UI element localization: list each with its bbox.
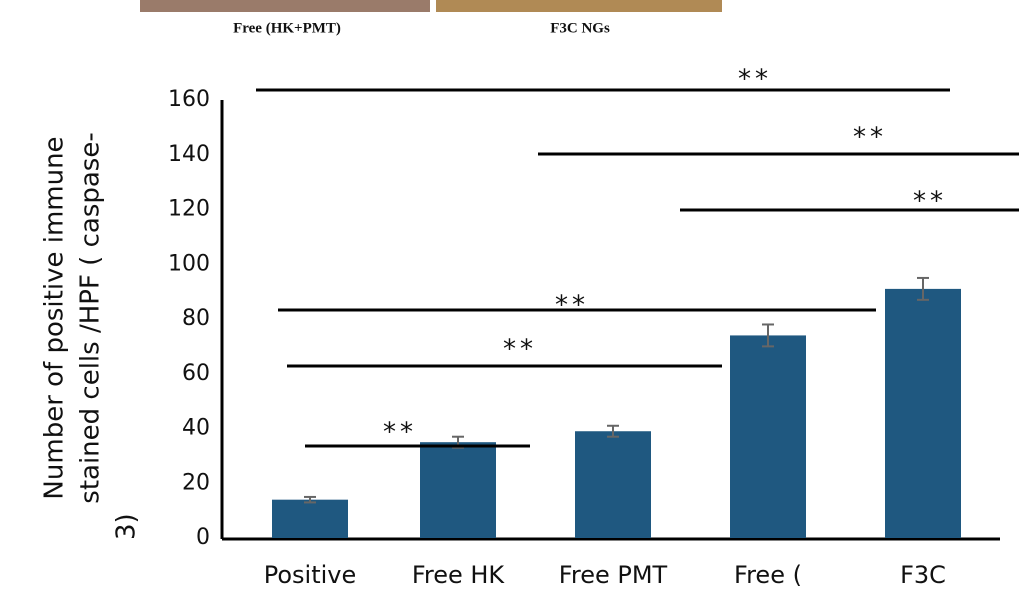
y-tick-label: 0 (196, 525, 210, 550)
y-tick-label: 60 (182, 361, 210, 386)
x-tick-label: Positive (264, 561, 357, 589)
y-tick-label: 40 (182, 416, 210, 441)
bar (575, 431, 651, 538)
annotation: ** (913, 187, 947, 217)
annotation: ** (738, 65, 772, 95)
x-tick-label: Free PMT (559, 561, 668, 589)
bar (885, 288, 961, 538)
annotation: ** (503, 335, 537, 365)
annotation: ** (383, 418, 417, 448)
annotation: ** (853, 123, 887, 153)
bar (420, 442, 496, 538)
y-axis-label: stained cells /HPF ( caspase- (76, 132, 106, 503)
y-axis-label: 3) (112, 513, 142, 540)
y-tick-label: 20 (182, 470, 210, 495)
x-tick-label: Free HK (412, 561, 506, 589)
y-tick-label: 140 (168, 142, 210, 167)
x-tick-label: F3C (900, 561, 946, 589)
y-axis-label: Number of positive immune (40, 136, 70, 499)
y-tick-label: 160 (168, 87, 210, 112)
error-bar (762, 323, 774, 348)
x-tick-label: Free ( (734, 561, 802, 589)
error-bar (304, 495, 316, 504)
image-caption: F3C NGs (550, 20, 610, 36)
image-caption: Free (HK+PMT) (233, 20, 341, 36)
y-tick-label: 100 (168, 251, 210, 276)
error-bar (917, 276, 929, 301)
error-bar (607, 424, 619, 438)
annotation: ** (555, 291, 589, 321)
bar (272, 499, 348, 538)
micrograph (436, 0, 722, 12)
bar (730, 335, 806, 538)
micrograph (140, 0, 430, 12)
y-tick-label: 120 (168, 197, 210, 222)
y-tick-label: 80 (182, 306, 210, 331)
